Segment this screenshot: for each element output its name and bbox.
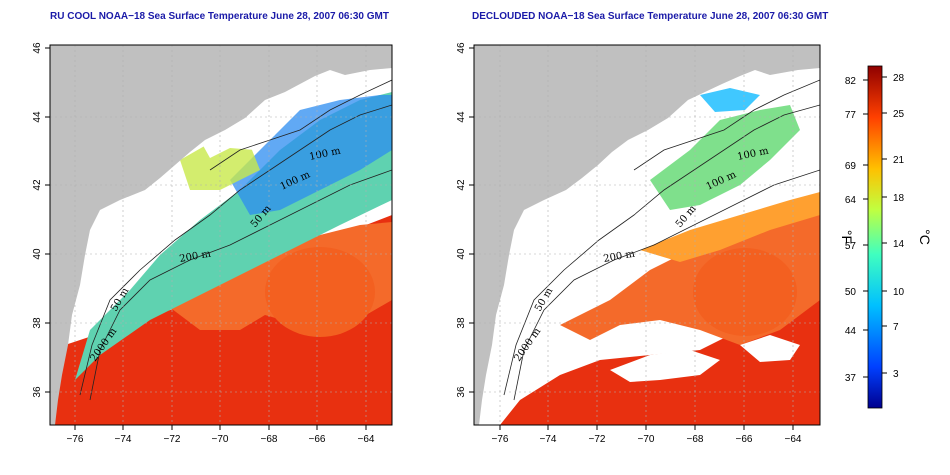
x-tick-label: −70	[212, 434, 229, 445]
left-sst-map: 100 m 100 m 50 m 200 m 50 m 2000 m	[50, 45, 392, 425]
right-sst-map: 100 m 100 m 50 m 200 m 50 m 2000 m	[474, 45, 820, 425]
fahrenheit-tick: 64	[845, 195, 857, 206]
cool-water-patch	[700, 88, 760, 112]
celsius-tick: 25	[893, 109, 905, 120]
celsius-tick: 28	[893, 73, 905, 84]
x-tick-label: −68	[261, 434, 278, 445]
fahrenheit-tick: 82	[845, 76, 857, 87]
land-mass	[474, 45, 820, 425]
x-tick-label: −64	[785, 434, 802, 445]
depth-contour	[209, 79, 392, 171]
y-tick-label: 40	[456, 248, 467, 260]
y-tick-label: 38	[456, 317, 467, 329]
celsius-tick: 3	[893, 369, 899, 380]
right-map-frame	[473, 44, 821, 426]
colorbar-gradient	[867, 65, 883, 409]
celsius-tick: 21	[893, 155, 905, 166]
x-tick-label: −74	[115, 434, 132, 445]
x-tick-label: −74	[540, 434, 557, 445]
left-y-axis: 46 44 42 40 38 36	[32, 42, 50, 398]
left-map-frame	[49, 44, 393, 426]
x-tick-label: −66	[309, 434, 326, 445]
celsius-tick: 10	[893, 287, 905, 298]
temperature-colorbar: 82 77 69 64 57 50 44 37 28 25 21 18 14 1…	[839, 65, 933, 409]
celsius-tick: 18	[893, 193, 905, 204]
fahrenheit-tick: 44	[845, 326, 857, 337]
graticule	[50, 45, 392, 425]
depth-contour	[633, 79, 820, 171]
y-tick-label: 44	[456, 111, 467, 123]
x-tick-label: −64	[358, 434, 375, 445]
cloud-patch	[300, 72, 360, 100]
land-mass	[50, 45, 392, 425]
warm-eddy	[265, 247, 375, 337]
fahrenheit-tick: 57	[845, 241, 857, 252]
graticule	[474, 45, 820, 425]
right-y-axis: 46 44 42 40 38 36	[456, 42, 474, 398]
x-tick-label: −76	[67, 434, 84, 445]
celsius-tick: 14	[893, 239, 905, 250]
y-tick-label: 44	[32, 111, 43, 123]
x-tick-label: −72	[589, 434, 606, 445]
celsius-tick: 7	[893, 322, 899, 333]
depth-contour	[513, 169, 820, 401]
right-map-title: DECLOUDED NOAA−18 Sea Surface Temperatur…	[472, 11, 829, 22]
cloud-gap	[740, 335, 800, 362]
right-x-axis: −76 −74 −72 −70 −68 −66 −64	[492, 425, 802, 445]
y-tick-label: 40	[32, 248, 43, 260]
shelf-water-region	[650, 105, 800, 210]
x-tick-label: −68	[687, 434, 704, 445]
x-tick-label: −66	[736, 434, 753, 445]
y-tick-label: 38	[32, 317, 43, 329]
fahrenheit-tick: 50	[845, 287, 857, 298]
depth-contour	[79, 104, 392, 396]
y-tick-label: 36	[32, 386, 43, 398]
y-tick-label: 46	[456, 42, 467, 54]
y-tick-label: 42	[32, 179, 43, 191]
x-tick-label: −72	[164, 434, 181, 445]
x-tick-label: −76	[492, 434, 509, 445]
fahrenheit-tick: 77	[845, 110, 857, 121]
y-tick-label: 36	[456, 386, 467, 398]
depth-contour	[503, 104, 820, 396]
cloud-patch	[200, 120, 275, 158]
x-tick-label: −70	[638, 434, 655, 445]
y-tick-label: 42	[456, 179, 467, 191]
orange-shelf-edge	[640, 192, 820, 262]
y-tick-label: 46	[32, 42, 43, 54]
fahrenheit-tick: 69	[845, 161, 857, 172]
left-x-axis: −76 −74 −72 −70 −68 −66 −64	[67, 425, 375, 445]
warm-eddy	[693, 248, 797, 336]
fahrenheit-tick: 37	[845, 373, 857, 384]
cloud-gap	[610, 350, 720, 382]
celsius-unit-label: °C	[917, 229, 933, 245]
depth-contour	[89, 169, 392, 401]
left-map-title: RU COOL NOAA−18 Sea Surface Temperature …	[50, 11, 389, 22]
fahrenheit-unit-label: °F	[839, 230, 855, 244]
